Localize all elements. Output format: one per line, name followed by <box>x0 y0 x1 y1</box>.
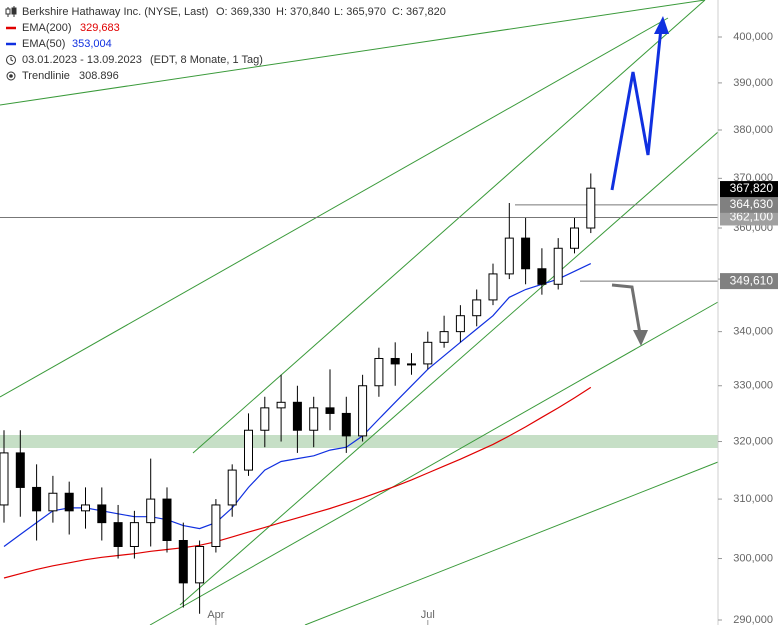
candle-body <box>260 407 270 431</box>
trend-icon <box>9 74 13 78</box>
candle-body <box>325 407 335 414</box>
clock-icon <box>10 57 14 62</box>
candle-body <box>407 363 416 366</box>
candle-body <box>504 237 514 275</box>
price-label: 364,630 <box>730 197 774 211</box>
candle-body <box>374 357 384 387</box>
trend-line <box>0 17 669 398</box>
candle-body <box>211 504 221 547</box>
ohlc-label: O: 369,330 <box>216 6 270 18</box>
candle-body <box>488 273 498 301</box>
candle-body <box>81 504 90 512</box>
x-tick-label: Jul <box>421 609 435 621</box>
y-tick-label: 310,000 <box>733 493 773 505</box>
candle-body <box>439 331 449 343</box>
candle-body <box>586 187 596 229</box>
candle-body <box>129 522 139 547</box>
candle-body <box>358 385 368 437</box>
price-box <box>720 273 778 290</box>
trend-line <box>0 0 706 106</box>
arrowhead <box>654 16 669 34</box>
candle-body <box>390 357 400 365</box>
projection-arrow <box>611 283 642 335</box>
ohlc-label: C: 367,820 <box>392 6 446 18</box>
candle-body <box>162 498 172 541</box>
trend-line <box>179 131 719 606</box>
candle-body <box>276 401 286 409</box>
candle-body <box>113 522 123 547</box>
y-tick-label: 320,000 <box>733 435 773 447</box>
candle-body <box>32 486 42 512</box>
price-label: 367,820 <box>730 181 774 195</box>
y-tick-label: 300,000 <box>733 552 773 564</box>
legend-value: 353,004 <box>72 38 112 50</box>
legend-label: EMA(50) <box>22 38 65 50</box>
y-tick-label: 290,000 <box>733 614 773 625</box>
candle-body <box>178 539 188 584</box>
trendline-label: Trendlinie <box>22 70 70 82</box>
candle-body <box>15 452 25 488</box>
legend-value: 329,683 <box>80 22 120 34</box>
candle-body <box>244 429 253 471</box>
x-tick-label: Apr <box>207 609 224 621</box>
legend-label: EMA(200) <box>22 22 72 34</box>
candle-icon <box>5 6 17 17</box>
ema-line <box>3 386 592 579</box>
candle-body <box>195 545 205 584</box>
y-tick-label: 380,000 <box>733 124 773 136</box>
price-label: 349,610 <box>730 273 774 287</box>
trend-line <box>304 461 719 625</box>
trend-line <box>192 0 706 454</box>
axis: 290,000 300,000 310,000 320,000 330,000 340,0… <box>207 31 778 625</box>
trend-line <box>149 301 719 625</box>
candle-body <box>64 492 74 512</box>
candle-body <box>423 341 433 365</box>
candle-body <box>537 268 547 285</box>
price-box <box>720 196 778 213</box>
candle-body <box>146 498 156 524</box>
candle-body <box>521 237 531 270</box>
plot <box>0 173 718 614</box>
y-tick-label: 330,000 <box>733 380 773 392</box>
candle-body <box>570 227 579 249</box>
arrowhead <box>633 330 648 346</box>
trend-icon <box>6 71 16 81</box>
period: 03.01.2023 - 13.09.2023 <box>22 54 142 66</box>
candle-body <box>227 469 237 506</box>
period-note: (EDT, 8 Monate, 1 Tag) <box>150 54 263 66</box>
trendline-value: 308.896 <box>79 70 119 82</box>
y-tick-label: 390,000 <box>733 77 773 89</box>
ohlc-label: L: 365,970 <box>334 6 386 18</box>
candle-body <box>292 401 302 431</box>
candle-body <box>341 412 351 437</box>
price-box <box>720 181 778 198</box>
ohlc-label: H: 370,840 <box>276 6 330 18</box>
candle-body <box>309 407 319 431</box>
candle-body <box>553 247 563 285</box>
clock-icon <box>6 55 16 65</box>
y-tick-label: 400,000 <box>733 31 773 43</box>
support-band <box>0 435 718 448</box>
candle-body <box>97 504 107 524</box>
candle-body <box>48 492 58 512</box>
projection-arrow <box>610 27 663 191</box>
legend: Berkshire Hathaway Inc. (NYSE, Last) O: … <box>5 6 446 82</box>
price-box <box>720 209 778 226</box>
candle-body <box>0 452 9 506</box>
title: Berkshire Hathaway Inc. (NYSE, Last) <box>22 6 208 18</box>
candle-body <box>472 299 482 317</box>
y-tick-label: 340,000 <box>733 326 773 338</box>
candle-body <box>455 315 465 333</box>
trend-lines <box>0 0 719 625</box>
price-label: 362,100 <box>730 210 774 224</box>
